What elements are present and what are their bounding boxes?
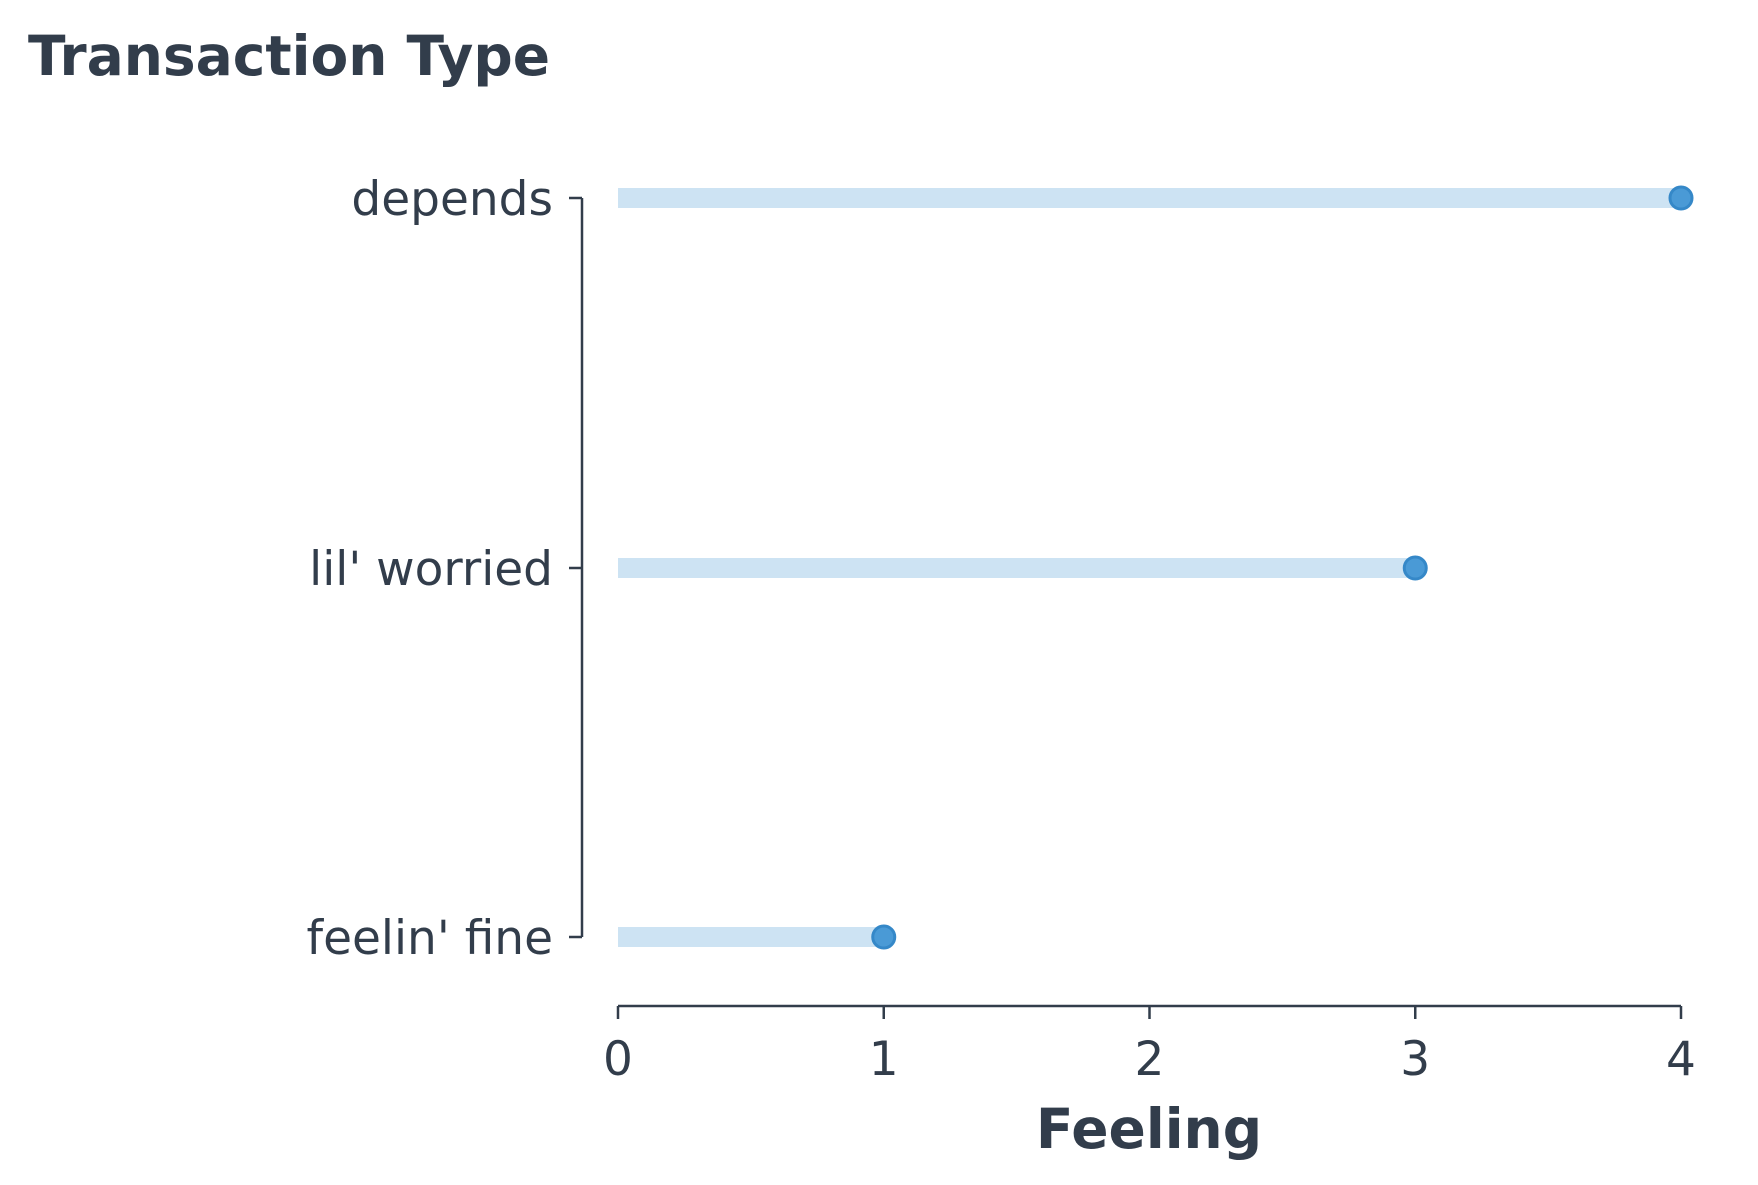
marker-0	[1668, 185, 1694, 211]
x-tick-label-0: 0	[603, 1032, 633, 1087]
x-tick-label-2: 2	[1135, 1032, 1165, 1087]
marker-2	[871, 924, 897, 950]
y-tick-label-1: lil' worried	[309, 542, 553, 597]
stems-group	[618, 188, 1681, 947]
y-tick-label-2: feelin' fine	[307, 911, 553, 966]
x-ticks-group: 0 1 2 3 4	[603, 1006, 1696, 1087]
x-tick-label-3: 3	[1400, 1032, 1430, 1087]
x-axis-label: Feeling	[1036, 1097, 1262, 1161]
y-tick-label-0: depends	[351, 172, 553, 227]
chart-title: Transaction Type	[28, 24, 550, 88]
markers-group	[871, 185, 1694, 950]
x-tick-label-1: 1	[869, 1032, 899, 1087]
marker-1	[1402, 555, 1428, 581]
y-ticks-group: depends lil' worried feelin' fine	[307, 172, 582, 966]
x-tick-label-4: 4	[1666, 1032, 1696, 1087]
